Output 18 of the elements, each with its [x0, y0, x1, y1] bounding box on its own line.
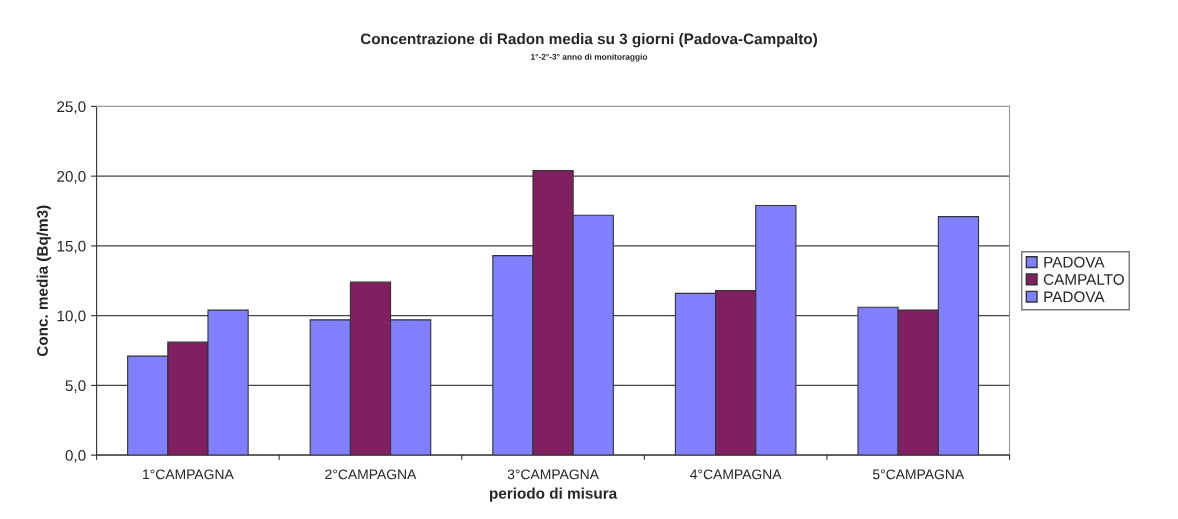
x-tick-label: 5°CAMPAGNA	[872, 469, 965, 480]
x-tick-label: 3°CAMPAGNA	[507, 469, 599, 480]
chart-title: Concentrazione di Radon media su 3 giorni (Padova-Campalto)	[360, 33, 818, 48]
x-tick-label: 4°CAMPAGNA	[690, 469, 782, 480]
x-tick-label: 1°CAMPAGNA	[143, 469, 234, 480]
legend-label: CAMPALTO	[1043, 274, 1124, 285]
x-axis-title: periodo di misura	[489, 487, 618, 502]
y-tick-label: 15,0	[57, 240, 86, 254]
chart-subtitle: 1°-2°-3° anno di monitoraggio	[531, 53, 648, 62]
x-tick-label: 2°CAMPAGNA	[325, 469, 417, 480]
y-tick-label: 25,0	[57, 101, 86, 114]
y-tick-label: 20,0	[57, 171, 86, 184]
y-axis-title: Conc. media (Bq/m3)	[36, 205, 51, 357]
y-tick-label: 10,0	[57, 310, 86, 324]
legend-label: PADOVA	[1044, 256, 1105, 268]
y-tick-label: 0,0	[65, 450, 86, 463]
y-tick-label: 5,0	[65, 380, 86, 393]
legend-label: PADOVA	[1044, 291, 1105, 303]
